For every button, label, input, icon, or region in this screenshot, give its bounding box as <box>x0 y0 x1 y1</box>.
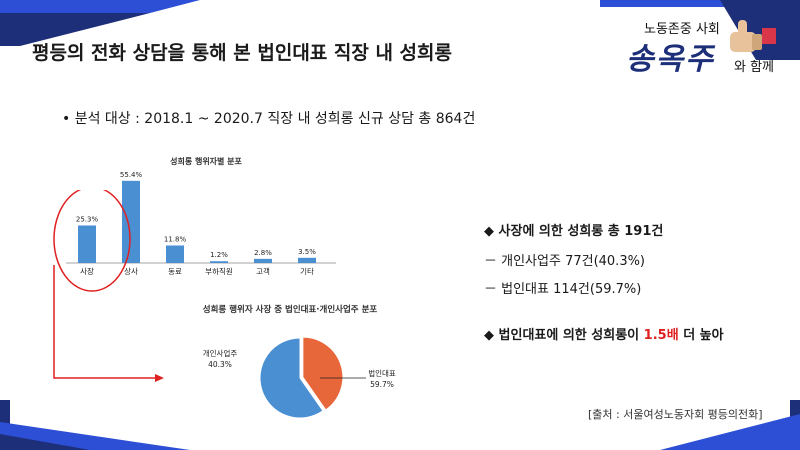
bar-category-label: 동료 <box>168 267 182 276</box>
source-citation: [출처 : 서울여성노동자회 평등의전화] <box>588 408 763 421</box>
top-decoration <box>0 0 800 60</box>
boss-highlight-callout <box>53 190 164 382</box>
bar-value-label: 55.4% <box>120 171 143 179</box>
pie-slice-1 <box>259 337 324 419</box>
logo-tagline: 노동존중 사회 <box>644 22 720 37</box>
pie-label-name: 법인대표 <box>368 368 396 378</box>
bar-1 <box>122 180 140 263</box>
bar-chart-title: 성희롱 행위자별 분포 <box>170 156 242 166</box>
bar-category-label: 사장 <box>80 266 94 276</box>
summary-heading-ratio: ◆ 법인대표에 의한 성희롱이 1.5배 더 높아 <box>484 324 724 343</box>
logo: 노동존중 사회 송옥주 와 함께 <box>616 16 786 78</box>
summary-heading-total: ◆ 사장에 의한 성희롱 총 191건 <box>484 224 664 239</box>
bar-4 <box>254 258 272 263</box>
pie-label-name: 개인사업주 <box>203 348 238 358</box>
logo-name: 송옥주 <box>626 42 715 77</box>
bar-5 <box>298 257 316 263</box>
bar-value-label: 3.5% <box>298 248 316 256</box>
bar-category-label: 부하직원 <box>205 266 233 276</box>
bar-category-label: 기타 <box>300 267 314 276</box>
bottom-decoration <box>0 400 800 450</box>
logo-suffix: 와 함께 <box>734 60 775 75</box>
pie-label-pct: 40.3% <box>208 360 232 369</box>
ratio-prefix: ◆ 법인대표에 의한 성희롱이 <box>484 328 644 343</box>
ceo-owner-pie-chart: 성희롱 행위자 사장 중 법인대표·개인사업주 분포 개인사업주 40.3% 법인대… <box>203 304 396 419</box>
ratio-accent: 1.5배 <box>643 328 679 343</box>
bar-category-label: 상사 <box>124 266 138 276</box>
bar-category-label: 고객 <box>256 266 270 276</box>
pie-label-pct: 59.7% <box>370 380 394 389</box>
page-title: 평등의 전화 상담을 통해 본 법인대표 직장 내 성희롱 <box>32 42 452 64</box>
bar-value-label: 11.8% <box>164 235 187 243</box>
analysis-scope: • 분석 대상 : 2018.1 ~ 2020.7 직장 내 성희롱 신규 상담… <box>62 108 475 128</box>
bar-2 <box>166 245 184 263</box>
pie-slice-0 <box>302 336 344 411</box>
bar-value-label: 1.2% <box>210 251 228 259</box>
analysis-text: 분석 대상 : 2018.1 ~ 2020.7 직장 내 성희롱 신규 상담 총… <box>74 111 476 127</box>
bar-value-label: 2.8% <box>254 249 272 257</box>
summary-item-ceo: － 법인대표 114건(59.7%) <box>484 282 642 297</box>
pie-chart-title: 성희롱 행위자 사장 중 법인대표·개인사업주 분포 <box>203 304 378 315</box>
bar-0 <box>78 225 96 263</box>
perpetrator-bar-chart: 성희롱 행위자별 분포 25.3% 사장 55.4% 상사 11.8% 동료 1.2% 부하직… <box>66 156 336 276</box>
summary-item-owner: － 개인사업주 77건(40.3%) <box>484 254 646 269</box>
bar-value-label: 25.3% <box>76 215 99 223</box>
thumbs-up-icon <box>730 20 776 52</box>
bar-3 <box>210 261 228 263</box>
bullet: • <box>62 111 71 127</box>
ratio-suffix: 더 높아 <box>678 328 724 343</box>
